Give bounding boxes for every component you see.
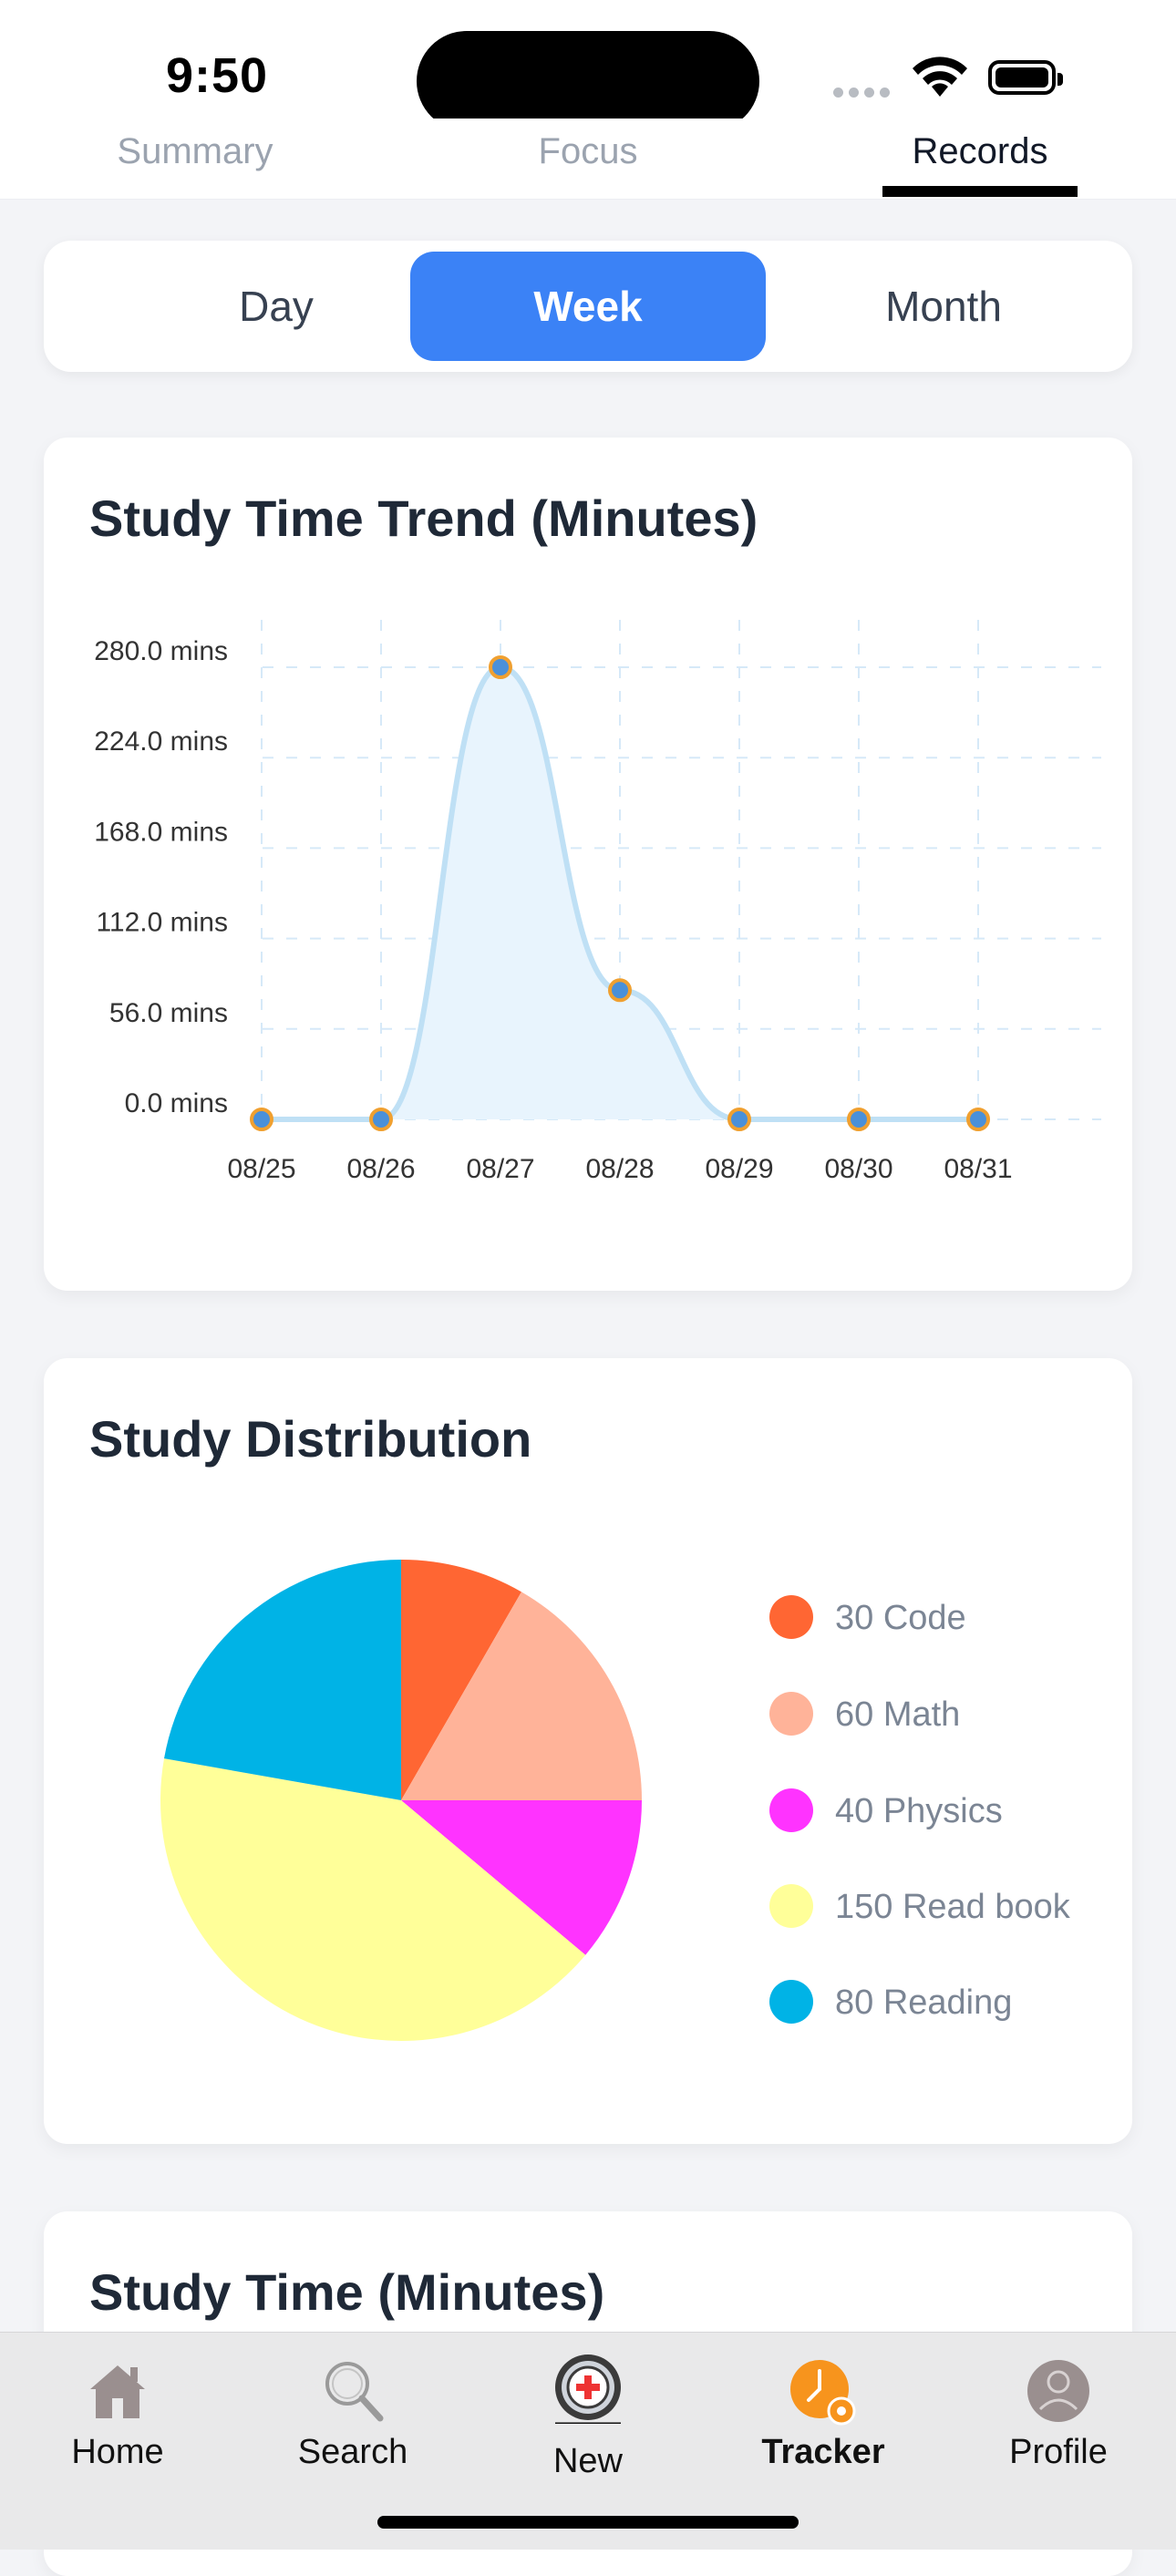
trend-line	[261, 664, 979, 1122]
y-tick-label: 56.0 mins	[109, 998, 228, 1028]
legend-label: 80 Reading	[835, 1984, 1013, 2022]
y-tick-label: 168.0 mins	[94, 817, 228, 847]
home-indicator	[377, 2516, 799, 2529]
active-tab-indicator	[882, 186, 1078, 197]
tab-tracker-label: Tracker	[761, 2433, 885, 2471]
home-icon	[90, 2365, 145, 2418]
y-tick-label: 112.0 mins	[96, 908, 228, 938]
study-distribution-card: Study Distribution 30 Code 60 Math 40 Ph…	[44, 1358, 1132, 2144]
period-selector: Day Week Month	[44, 241, 1132, 372]
bottom-tab-bar: Home Search New Tracker	[0, 2332, 1176, 2550]
study-distribution-pie-chart	[160, 1560, 642, 2041]
battery-icon	[988, 60, 1063, 95]
tab-records[interactable]: Records	[912, 131, 1048, 171]
legend-label: 60 Math	[835, 1695, 961, 1734]
legend-swatch	[769, 1884, 813, 1928]
y-tick-label: 224.0 mins	[94, 726, 228, 757]
legend-swatch	[769, 1788, 813, 1832]
x-tick-label: 08/29	[705, 1154, 773, 1184]
x-tick-label: 08/31	[944, 1154, 1012, 1184]
x-tick-label: 08/25	[227, 1154, 295, 1184]
tab-summary[interactable]: Summary	[117, 131, 273, 171]
legend-label: 150 Read book	[835, 1888, 1070, 1926]
pie-slice-physics[interactable]	[401, 1800, 642, 1955]
distribution-card-title: Study Distribution	[89, 1410, 532, 1468]
status-bar: 9:50	[0, 0, 1176, 131]
period-week-button[interactable]: Week	[410, 252, 766, 361]
status-time: 9:50	[166, 48, 269, 103]
profile-icon	[1027, 2360, 1089, 2422]
tab-focus[interactable]: Focus	[538, 131, 638, 171]
trend-data-point[interactable]	[966, 1108, 990, 1131]
legend-swatch	[769, 1980, 813, 2024]
legend-label: 30 Code	[835, 1599, 966, 1637]
dynamic-island	[417, 31, 759, 131]
cellular-signal-icon	[833, 86, 895, 102]
x-tick-label: 08/26	[346, 1154, 415, 1184]
trend-card-title: Study Time Trend (Minutes)	[89, 489, 758, 547]
tab-home-label: Home	[71, 2433, 164, 2471]
trend-data-point[interactable]	[847, 1108, 871, 1131]
period-day-button[interactable]: Day	[239, 283, 314, 330]
top-tab-bar: Summary Focus Records	[0, 118, 1176, 200]
new-record-icon	[555, 2354, 621, 2424]
trend-data-point[interactable]	[250, 1108, 273, 1131]
period-month-button[interactable]: Month	[885, 283, 1002, 330]
x-tick-label: 08/30	[824, 1154, 892, 1184]
time-card-title: Study Time (Minutes)	[89, 2263, 605, 2321]
study-time-trend-card: Study Time Trend (Minutes) 0.0 mins 56.0 …	[44, 438, 1132, 1291]
tab-profile-label: Profile	[1009, 2433, 1108, 2471]
pie-slice-code[interactable]	[401, 1560, 521, 1800]
pie-slice-math[interactable]	[401, 1592, 642, 1800]
tab-new-label: New	[552, 2442, 624, 2480]
trend-data-point[interactable]	[727, 1108, 751, 1131]
x-tick-label: 08/28	[585, 1154, 654, 1184]
tab-search-label: Search	[297, 2433, 408, 2471]
tracker-icon	[790, 2360, 856, 2426]
study-time-trend-chart: 0.0 mins 56.0 mins 112.0 mins 168.0 mins 224…	[94, 620, 1101, 1184]
x-tick-label: 08/27	[466, 1154, 534, 1184]
pie-slice-read-book[interactable]	[160, 1758, 586, 2041]
wifi-icon	[913, 57, 967, 97]
trend-data-point[interactable]	[608, 978, 632, 1003]
pie-slice-reading[interactable]	[164, 1560, 402, 1800]
legend-swatch	[769, 1595, 813, 1639]
search-icon	[325, 2362, 384, 2422]
trend-data-point[interactable]	[489, 655, 512, 679]
trend-data-point[interactable]	[369, 1108, 393, 1131]
y-tick-label: 0.0 mins	[125, 1088, 228, 1118]
y-tick-label: 280.0 mins	[94, 636, 228, 666]
trend-area	[262, 667, 978, 1119]
legend-swatch	[769, 1692, 813, 1736]
legend-label: 40 Physics	[835, 1792, 1003, 1830]
